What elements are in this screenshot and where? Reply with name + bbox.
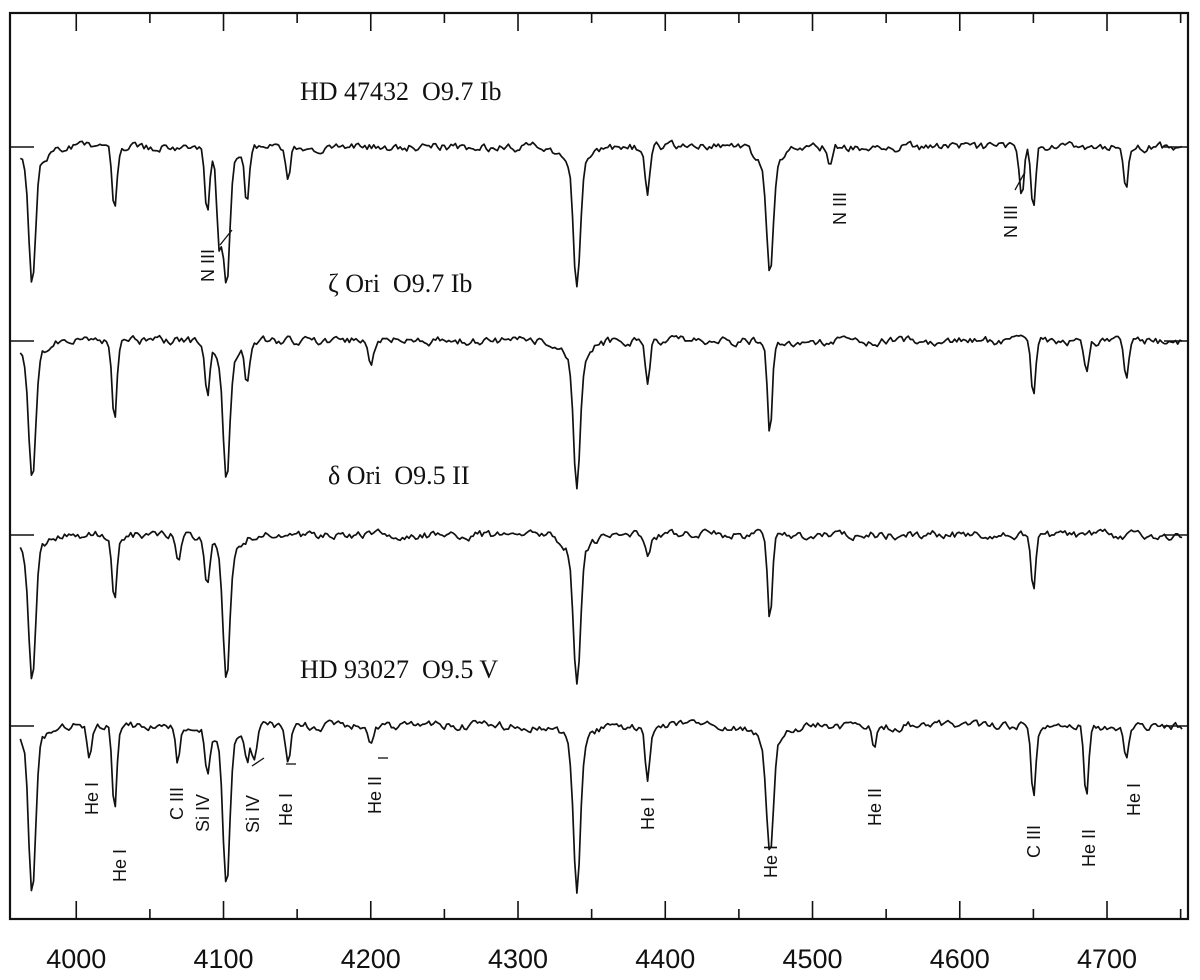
x-axis-tick-labels: 4000 4100 4200 4300 4400 4500 4600 4700	[46, 944, 1137, 974]
x-tick-label: 4500	[782, 944, 842, 974]
spectrum-line-4	[19, 719, 1183, 894]
spectra-group	[10, 139, 1188, 894]
line-id-label: Si IV	[243, 795, 263, 833]
line-id-label: He I	[1124, 783, 1144, 816]
x-tick-label: 4000	[46, 944, 106, 974]
x-tick-label: 4600	[930, 944, 990, 974]
line-id-label: He II	[865, 788, 885, 826]
line-id-leader	[219, 229, 233, 246]
x-tick-label: 4700	[1077, 944, 1137, 974]
spectrum-titles: HD 47432 O9.7 Ib ζ Ori O9.7 Ib δ Ori O9.5 …	[300, 77, 502, 684]
line-id-leader	[251, 757, 265, 767]
spectrum-title: δ Ori O9.5 II	[328, 461, 470, 490]
line-id-label: He II	[365, 776, 385, 814]
line-id-label: He I	[276, 793, 296, 826]
spectrum-line-2	[19, 334, 1183, 490]
x-axis-ticks	[75, 13, 1182, 919]
x-tick-label: 4100	[193, 944, 253, 974]
spectrum-title: ζ Ori O9.7 Ib	[328, 269, 472, 298]
line-id-label: He II	[1079, 829, 1099, 867]
spectrum-title: HD 93027 O9.5 V	[300, 655, 498, 684]
spectrum-title: HD 47432 O9.7 Ib	[300, 77, 502, 106]
spectrum-line-3	[19, 528, 1183, 685]
line-id-label: C III	[1024, 825, 1044, 858]
line-id-label: N III	[1001, 205, 1021, 238]
line-id-label: C III	[167, 787, 187, 820]
line-id-label: He I	[82, 782, 102, 815]
x-tick-label: 4400	[635, 944, 695, 974]
line-id-label: He I	[638, 797, 658, 830]
line-id-label: He I	[110, 849, 130, 882]
line-id-label: He I	[761, 845, 781, 878]
line-id-label: N III	[830, 192, 850, 225]
x-tick-label: 4300	[488, 944, 548, 974]
line-labels: N III N III N III He I He I C III Si IV Si IV He…	[82, 171, 1144, 882]
x-tick-label: 4200	[341, 944, 401, 974]
line-id-label: Si IV	[193, 794, 213, 832]
plot-frame	[8, 11, 1190, 921]
line-id-label: N III	[198, 249, 218, 282]
line-id-leader	[1014, 171, 1026, 191]
spectrum-line-1	[19, 139, 1183, 288]
